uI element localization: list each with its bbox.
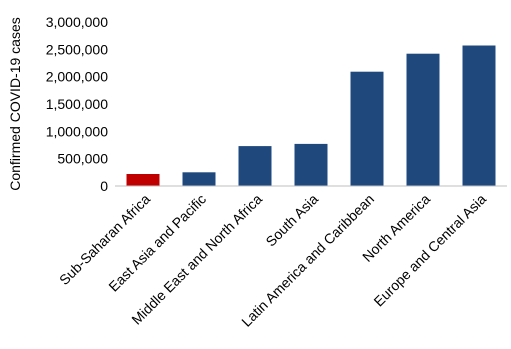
x-tick-label-europe-and-central-asia: Europe and Central Asia	[370, 191, 489, 310]
bar-east-asia-and-pacific	[182, 172, 216, 186]
y-tick-label-1: 500,000	[57, 151, 108, 167]
y-tick-label-3: 1,500,000	[46, 96, 108, 112]
y-tick-label-2: 1,000,000	[46, 123, 108, 139]
bar-south-asia	[294, 143, 328, 186]
bar-europe-and-central-asia	[462, 45, 496, 186]
bar-middle-east-and-north-africa	[238, 146, 272, 186]
x-tick-label-sub-saharan-africa: Sub-Saharan Africa	[56, 191, 153, 288]
y-tick-label-5: 2,500,000	[46, 41, 108, 57]
y-tick-label-4: 2,000,000	[46, 69, 108, 85]
y-axis-label: Confirmed COVID-19 cases	[7, 17, 23, 191]
bar-latin-america-and-caribbean	[350, 71, 384, 186]
y-tick-label-0: 0	[100, 178, 108, 194]
x-tick-label-east-asia-and-pacific: East Asia and Pacific	[105, 191, 209, 295]
y-axis-ticks: 0 500,000 1,000,000 1,500,000 2,000,000 2,500…	[46, 14, 109, 194]
y-tick-label-6: 3,000,000	[46, 14, 108, 30]
bar-north-america	[406, 53, 440, 187]
x-tick-label-south-asia: South Asia	[262, 191, 321, 250]
bar-sub-saharan-africa	[126, 174, 160, 186]
bars-group	[126, 45, 496, 187]
